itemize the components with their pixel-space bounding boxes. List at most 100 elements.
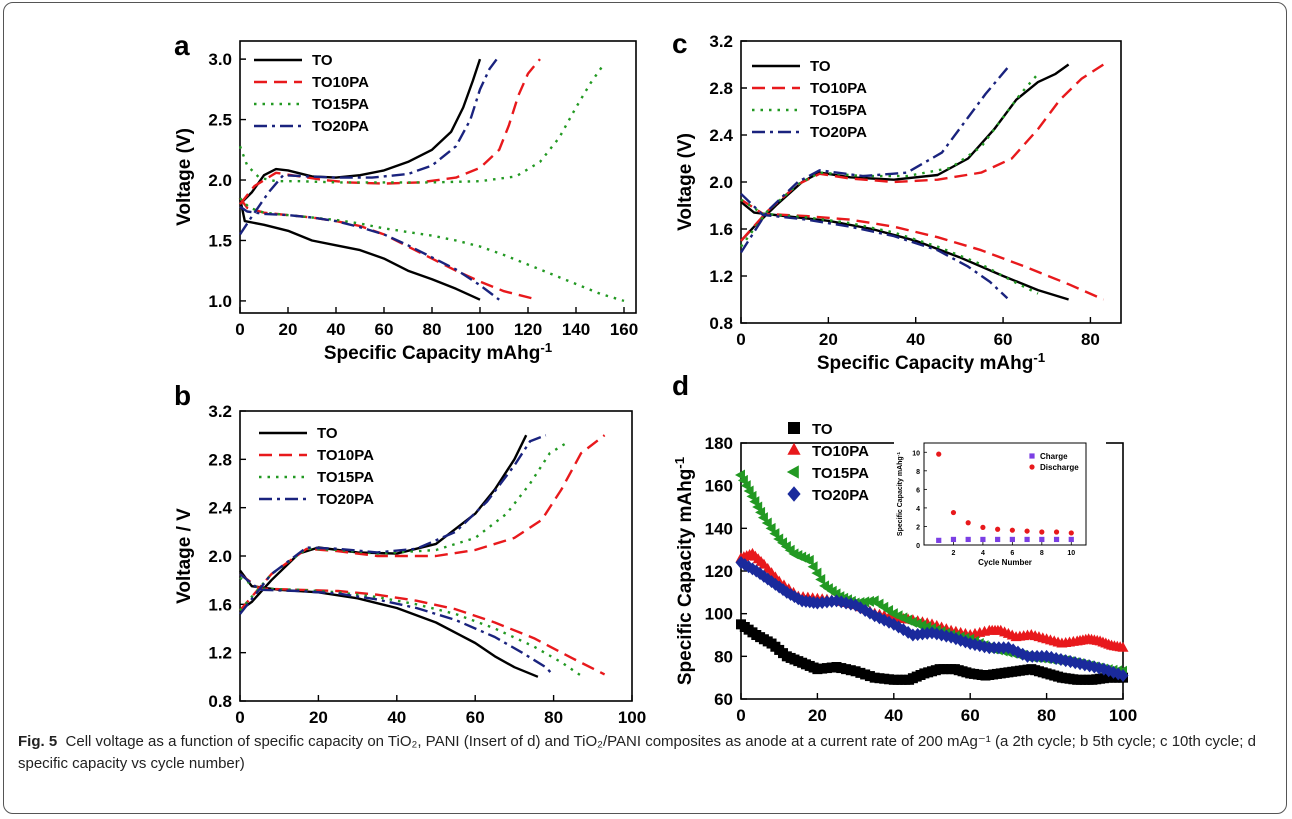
label-text: Specific Capacity mAhg [817, 353, 1033, 374]
series-to-discharge-line [238, 197, 481, 301]
panel-a-y-tick-label: 1.0 [208, 292, 232, 311]
inset-point-charge [995, 536, 1001, 543]
panel-b-y-tick-label: 2.8 [208, 450, 232, 469]
panel-b-y-tick-label: 2.4 [208, 499, 232, 518]
series-to-discharge-line [239, 569, 539, 678]
panel-a-y-tick-label: 2.5 [208, 111, 232, 130]
point-to15pa-interp [769, 528, 780, 540]
figure-frame: a 0 20 40 60 80 100 120 140 160 1.0 1.5 2.0 2.5 3.0 Spe… [3, 2, 1287, 814]
legend-marker-to [788, 422, 800, 434]
inset-y-tick-label: 10 [912, 450, 920, 457]
panel-c-y-tick-label: 0.8 [709, 314, 733, 333]
panel-a-x-tick-label: 0 [235, 320, 244, 339]
inset-background [894, 435, 1106, 572]
inset-y-axis-label: Specific Capacity mAhg-1 [896, 452, 905, 536]
inset-point-discharge [1053, 529, 1060, 535]
label-text: Specific Capacity mAhg [324, 343, 540, 364]
inset-chart: 2 4 6 8 10 0 2 4 6 8 10 Cycle Number Specific Capaci… [894, 435, 1106, 572]
panel-c-plot-frame [740, 40, 1122, 324]
panel-a-y-tick-label: 1.5 [208, 231, 232, 250]
panel-letter-c: c [672, 28, 688, 59]
panel-d-x-tick-label: 80 [1037, 706, 1056, 723]
inset-x-tick-label: 4 [981, 550, 985, 557]
figure-caption: Fig. 5 Cell voltage as a function of spe… [18, 731, 1280, 775]
inset-point-charge [1053, 536, 1060, 543]
inset-point-charge [950, 536, 957, 543]
legend-marker-to15pa [786, 465, 799, 479]
label-superscript: -1 [896, 452, 902, 457]
series-to20pa-charge-line [239, 434, 547, 615]
series-to-charge-line [239, 434, 528, 612]
legend-label-to20pa: TO20PA [312, 118, 369, 135]
panel-letter-d: d [672, 370, 689, 401]
inset-y-tick-label: 2 [916, 524, 920, 531]
panel-c-y-tick-label: 2.0 [709, 173, 733, 192]
point-to15pa-interp [749, 496, 760, 508]
legend-label-to: TO [812, 421, 833, 438]
panel-c: c 0 20 40 60 80 0.8 1.2 1.6 2.0 2.4 2.8 3.2 Specific … [672, 28, 1122, 374]
panel-d-x-tick-label: 60 [961, 706, 980, 723]
panel-a-x-tick-label: 100 [466, 320, 494, 339]
panel-d-x-tick-label: 100 [1109, 706, 1137, 723]
point-to15pa-interp [761, 517, 772, 529]
panel-b-x-tick-label: 100 [618, 708, 646, 723]
inset-point-charge [1024, 536, 1030, 543]
panel-c-y-tick-label: 2.8 [709, 79, 733, 98]
panel-d-x-tick-label: 40 [884, 706, 903, 723]
inset-x-tick-label: 8 [1040, 550, 1044, 557]
panel-b-y-tick-label: 3.2 [208, 402, 232, 421]
inset-plot-frame [923, 442, 1087, 546]
series-to20pa-discharge-line [239, 573, 555, 677]
inset-point-charge [1068, 536, 1074, 543]
series-to15pa-charge-line [238, 62, 606, 184]
panel-d-x-tick-label: 20 [808, 706, 827, 723]
panel-b-y-tick-label: 1.6 [208, 595, 232, 614]
series-to-charge-line [740, 63, 1070, 242]
inset-point-discharge [995, 526, 1001, 532]
series-to15pa-discharge-line [740, 198, 1039, 295]
inset-point-charge [980, 536, 986, 543]
panel-c-x-tick-label: 60 [994, 330, 1013, 349]
point-to15pa-interp [815, 574, 826, 586]
inset-point-discharge [1024, 528, 1030, 534]
series-to10pa-discharge-line [740, 198, 1104, 301]
point-to20pa [1117, 669, 1129, 683]
point-to15pa-interp [743, 485, 754, 497]
inset-point-discharge [965, 520, 971, 526]
inset-point-discharge [1068, 530, 1074, 536]
label-text: Specific Capacity mAhg [675, 469, 696, 685]
caption-label: Fig. 5 [18, 733, 58, 750]
panel-a-x-tick-label: 160 [610, 320, 638, 339]
point-to15pa-interp [737, 474, 748, 486]
label-superscript: -1 [540, 340, 552, 355]
series-to10pa-charge-line [239, 58, 541, 205]
point-to15pa-interp [752, 501, 763, 513]
inset-point-charge [1009, 536, 1015, 543]
panel-a-x-tick-label: 20 [279, 320, 298, 339]
point-to15pa-interp [755, 506, 766, 518]
panel-b-y-tick-label: 0.8 [208, 692, 232, 711]
series-to10pa-charge-line [740, 63, 1105, 242]
inset-point-discharge [1039, 529, 1045, 535]
panel-b-x-tick-label: 80 [544, 708, 563, 723]
series-to10pa-discharge-line [239, 197, 538, 301]
inset-y-tick-label: 8 [916, 469, 920, 476]
panel-d-y-axis-label: Specific Capacity mAhg-1 [672, 456, 697, 685]
panel-b-y-tick-label: 2.0 [208, 547, 232, 566]
inset-legend-label-charge: Charge [1040, 452, 1068, 461]
legend-label-to10pa: TO10PA [312, 74, 369, 91]
legend-label-to10pa: TO10PA [317, 447, 374, 464]
inset-x-tick-label: 6 [1010, 550, 1014, 557]
panel-b-x-tick-label: 60 [466, 708, 485, 723]
panel-b: b0204060801000.81.21.62.02.42.83.2Specif… [174, 380, 646, 752]
series-to15pa-charge-line [740, 73, 1039, 248]
inset-x-tick-label: 10 [1067, 550, 1075, 557]
panel-d-y-tick-label: 160 [705, 477, 733, 496]
inset-legend-label-discharge: Discharge [1040, 463, 1079, 472]
panel-c-y-tick-label: 1.6 [709, 220, 733, 239]
inset-legend-marker-charge [1029, 453, 1035, 459]
inset-point-discharge [936, 451, 942, 457]
point-to15pa-interp [863, 595, 874, 607]
legend-label-to20pa: TO20PA [317, 491, 374, 508]
panel-a-x-tick-label: 140 [562, 320, 590, 339]
